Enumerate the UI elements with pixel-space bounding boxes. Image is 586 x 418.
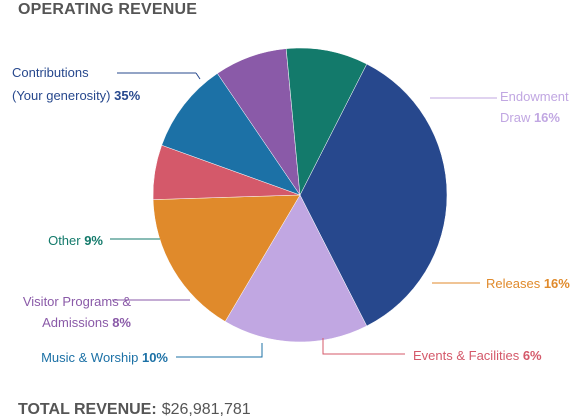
- slice-label-6: Other 9%: [48, 233, 103, 248]
- leader-lines: [110, 72, 497, 358]
- total-revenue-value: $26,981,781: [162, 401, 251, 418]
- slice-label-0: Contributions (Your generosity) 35%: [12, 65, 141, 103]
- slice-label-line: Releases 16%: [486, 276, 570, 291]
- slice-label-3: Events & Facilities 6%: [413, 348, 542, 363]
- pie-slice-4: [161, 73, 301, 196]
- slice-label-line: Events & Facilities 6%: [413, 348, 542, 363]
- slice-label-4: Music & Worship 10%: [41, 350, 168, 365]
- pie-slice-1: [224, 194, 368, 343]
- slice-percent: 10%: [138, 350, 168, 365]
- pie-slice-2: [152, 194, 301, 322]
- slice-label-2: Releases 16%: [486, 276, 570, 291]
- slice-labels: Contributions (Your generosity) 35% Endowm…: [12, 65, 570, 365]
- total-revenue: TOTAL REVENUE: $26,981,781: [18, 401, 251, 418]
- slice-label-1: Endowment Draw 16%: [500, 89, 569, 125]
- slice-label-line: Admissions 8%: [42, 315, 131, 330]
- slice-label-line: Contributions: [12, 65, 89, 80]
- leader-line-4: [176, 343, 263, 358]
- slice-percent: 16%: [530, 110, 560, 125]
- slice-percent: 9%: [81, 233, 104, 248]
- pie-slice-0: [299, 63, 448, 327]
- total-revenue-label: TOTAL REVENUE:: [18, 401, 157, 418]
- slice-label-line: Draw 16%: [500, 110, 560, 125]
- slice-label-line: Visitor Programs &: [23, 294, 131, 309]
- slice-percent: 16%: [540, 276, 570, 291]
- pie-slice-6: [285, 47, 368, 196]
- pie-slices: [152, 47, 448, 343]
- slice-label-line: (Your generosity) 35%: [12, 88, 141, 103]
- slice-percent: 6%: [519, 348, 542, 363]
- leader-line-0: [195, 72, 201, 80]
- slice-label-line: Other 9%: [48, 233, 103, 248]
- slice-percent: 8%: [109, 315, 132, 330]
- leader-line-3: [322, 338, 405, 355]
- slice-label-line: Music & Worship 10%: [41, 350, 168, 365]
- slice-label-line: Endowment: [500, 89, 569, 104]
- slice-label-5: Visitor Programs & Admissions 8%: [23, 294, 132, 330]
- chart-title: OPERATING REVENUE: [18, 1, 197, 18]
- slice-percent: 35%: [111, 88, 141, 103]
